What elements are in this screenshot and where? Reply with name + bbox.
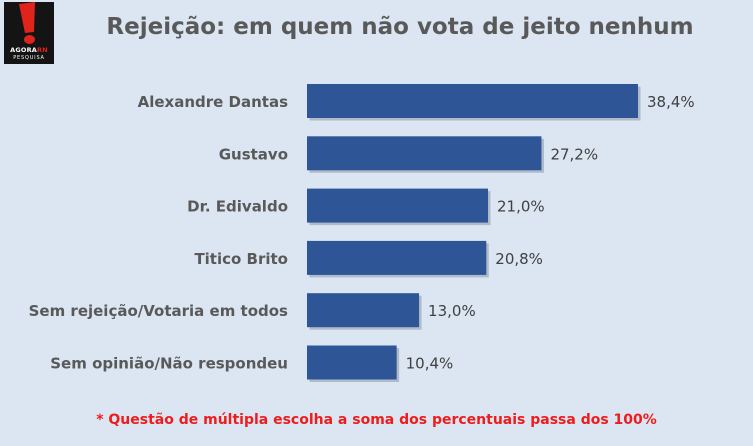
chart-title: Rejeição: em quem não vota de jeito nenh… [106, 14, 694, 40]
bar-gustavo [307, 136, 542, 171]
bar-sem-opiniao-nao-respondeu [307, 345, 397, 380]
footnote: * Questão de múltipla escolha a soma dos… [96, 412, 657, 428]
category-label-dr-edivaldo: Dr. Edivaldo [187, 198, 288, 216]
bar-sem-rejeicao-votaria-em-todos [307, 293, 420, 328]
value-label-dr-edivaldo: 21,0% [497, 198, 545, 216]
value-label-gustavo: 27,2% [550, 145, 598, 163]
bar-dr-edivaldo [307, 188, 489, 223]
logo-main-text: AGORARN [10, 46, 48, 54]
value-label-alexandre-dantas: 38,4% [647, 93, 695, 111]
category-label-sem-opiniao-nao-respondeu: Sem opinião/Não respondeu [50, 355, 288, 373]
category-label-titico-brito: Titico Brito [194, 250, 288, 268]
category-label-alexandre-dantas: Alexandre Dantas [138, 93, 288, 111]
value-label-sem-rejeicao-votaria-em-todos: 13,0% [428, 302, 476, 320]
logo-sub-text: PESQUISA [13, 55, 45, 61]
category-label-sem-rejeicao-votaria-em-todos: Sem rejeição/Votaria em todos [29, 302, 288, 320]
bar-titico-brito [307, 240, 487, 275]
category-label-gustavo: Gustavo [219, 145, 288, 163]
value-label-titico-brito: 20,8% [495, 250, 543, 268]
agora-rn-logo: AGORARN PESQUISA [4, 2, 54, 64]
value-label-sem-opiniao-nao-respondeu: 10,4% [406, 355, 454, 373]
exclamation-logo-icon [19, 2, 35, 44]
bar-alexandre-dantas [307, 84, 638, 118]
